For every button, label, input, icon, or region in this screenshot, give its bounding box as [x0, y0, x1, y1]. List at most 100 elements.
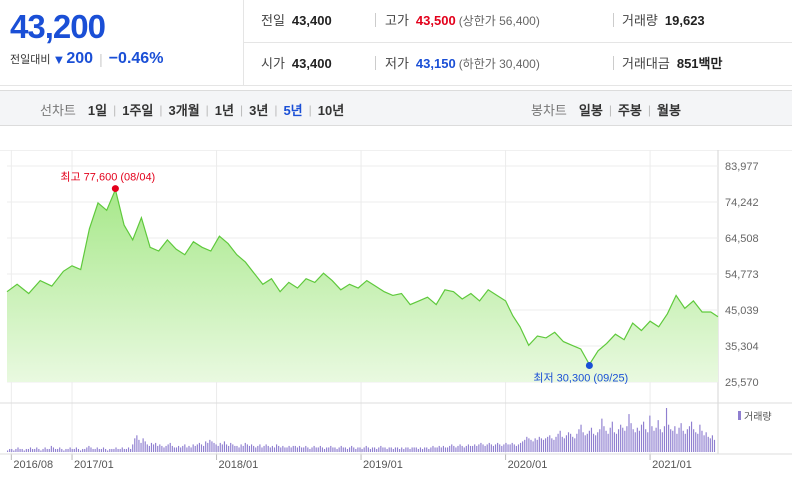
- tab-separator: |: [608, 102, 612, 117]
- tab-period-3[interactable]: 1년: [214, 103, 234, 118]
- volume-bar: [215, 444, 217, 452]
- volume-bar: [401, 447, 403, 452]
- volume-bar: [609, 427, 611, 452]
- volume-bar: [54, 448, 57, 452]
- tab-candle-2[interactable]: 월봉: [656, 103, 681, 118]
- volume-bar: [607, 433, 609, 452]
- volume-bar: [21, 448, 23, 452]
- volume-bar: [643, 421, 645, 452]
- volume-bar: [200, 444, 203, 452]
- volume-bar: [403, 448, 405, 452]
- volume-bar: [334, 447, 336, 452]
- volume-bar: [48, 448, 50, 452]
- volume-bar: [472, 445, 474, 452]
- volume-bar: [582, 432, 584, 452]
- volume-bar: [620, 424, 622, 452]
- info-divider: [375, 13, 376, 27]
- info-divider: [613, 56, 614, 70]
- volume-bar: [399, 448, 401, 452]
- volume-bar: [321, 447, 324, 452]
- volume-bar: [532, 441, 534, 452]
- tab-period-6[interactable]: 10년: [317, 103, 345, 118]
- tab-candle-0[interactable]: 일봉: [578, 103, 603, 118]
- tab-period-4[interactable]: 3년: [249, 103, 269, 118]
- volume-bar: [351, 445, 353, 452]
- volume-bar: [59, 447, 61, 452]
- info-trade-value: 거래대금 851백만: [622, 56, 723, 71]
- tab-period-0[interactable]: 1일: [87, 103, 108, 118]
- volume-bar: [109, 448, 111, 452]
- volume-bar: [555, 436, 557, 452]
- volume-bar: [152, 444, 155, 452]
- volume-bar: [9, 448, 11, 452]
- volume-bar: [29, 447, 32, 452]
- x-tick-label: 2017/01: [74, 459, 114, 471]
- volume-bar: [326, 447, 328, 452]
- volume-bar: [415, 447, 417, 452]
- volume-bar: [17, 447, 19, 452]
- volume-bar: [242, 445, 244, 452]
- volume-bar: [332, 447, 334, 452]
- volume-bar: [344, 447, 346, 452]
- tab-period-5[interactable]: 5년: [283, 103, 303, 118]
- volume-bar: [282, 445, 284, 452]
- volume-bar: [157, 445, 159, 452]
- tab-separator: |: [239, 102, 244, 117]
- volume-bar: [209, 439, 211, 452]
- candle-chart-label: 봉차트: [531, 103, 567, 118]
- change-amount: 200: [66, 50, 94, 67]
- volume-bar: [563, 438, 565, 452]
- volume-bar: [396, 447, 399, 452]
- volume-bar: [63, 450, 65, 452]
- volume-bar: [307, 447, 309, 452]
- volume-bar: [186, 447, 188, 452]
- volume-bar: [107, 450, 109, 452]
- volume-bar: [194, 445, 196, 452]
- price-area: [7, 189, 718, 382]
- volume-bar: [36, 447, 38, 452]
- volume-bar: [382, 447, 384, 452]
- info-volume: 거래량 19,623: [622, 13, 705, 28]
- tab-period-2[interactable]: 3개월: [168, 103, 200, 118]
- volume-bar: [611, 421, 613, 452]
- volume-bar: [534, 438, 536, 452]
- volume-bar: [497, 442, 499, 452]
- volume-bar: [380, 445, 382, 452]
- volume-bar: [173, 447, 175, 452]
- tab-candle-1[interactable]: 주봉: [617, 103, 642, 118]
- volume-bar: [463, 447, 465, 452]
- volume-bar: [442, 445, 444, 452]
- volume-bar: [336, 448, 338, 452]
- volume-bar: [90, 447, 92, 452]
- volume-bar: [278, 445, 280, 452]
- volume-bar: [280, 447, 282, 452]
- x-tick-label: 2018/01: [219, 459, 259, 471]
- volume-bar: [88, 445, 90, 452]
- volume-bar: [451, 444, 453, 452]
- volume-bar: [161, 445, 163, 452]
- tab-period-1[interactable]: 1주일: [122, 103, 154, 118]
- volume-bar: [244, 442, 246, 452]
- volume-bar: [517, 444, 520, 452]
- volume-bar: [670, 429, 672, 452]
- volume-bar: [371, 447, 374, 452]
- volume-bar: [603, 426, 605, 452]
- volume-bar: [57, 448, 59, 452]
- volume-bar: [117, 448, 119, 452]
- volume-bar: [492, 445, 495, 452]
- volume-bar: [482, 444, 484, 452]
- volume-bar: [553, 439, 555, 452]
- volume-bar: [44, 447, 46, 452]
- volume-bar: [599, 429, 601, 452]
- volume-bar: [634, 432, 636, 452]
- volume-bar: [84, 448, 86, 452]
- volume-bar: [567, 432, 570, 452]
- volume-bar: [67, 448, 69, 452]
- change-label: 전일대비: [10, 54, 51, 66]
- volume-bar: [65, 448, 67, 452]
- volume-bar: [196, 444, 198, 452]
- volume-bar: [455, 447, 457, 452]
- volume-bar: [238, 447, 240, 452]
- volume-bar: [597, 432, 599, 452]
- volume-bar: [228, 445, 230, 452]
